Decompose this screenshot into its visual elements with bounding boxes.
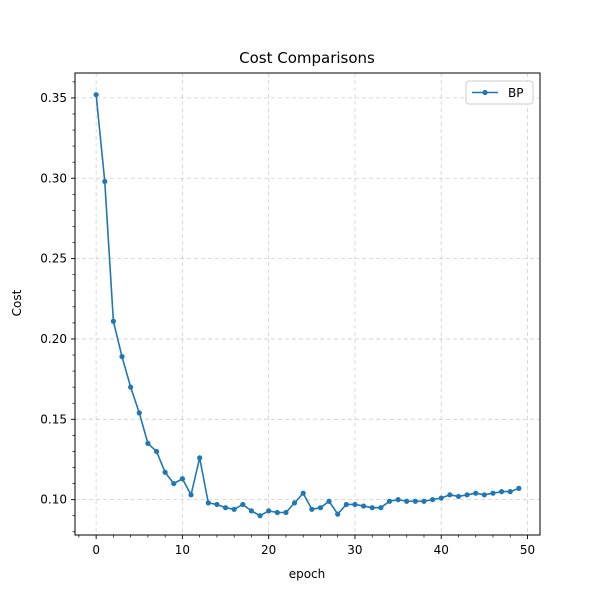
data-point (93, 92, 99, 98)
data-point (231, 506, 237, 512)
data-point (464, 492, 470, 498)
data-point (222, 505, 229, 511)
data-point (412, 498, 418, 504)
x-tick-label: 0 (92, 543, 100, 557)
data-point (429, 497, 436, 503)
legend-label: BP (508, 86, 523, 100)
data-point (171, 480, 177, 487)
data-point (352, 501, 358, 508)
data-point (386, 498, 393, 504)
chart-title: Cost Comparisons (239, 49, 375, 67)
data-point (404, 498, 410, 504)
x-tick-label: 10 (175, 543, 190, 557)
data-point (369, 505, 375, 511)
data-point (507, 489, 513, 495)
data-point (447, 492, 453, 498)
data-point (205, 500, 211, 506)
data-point (102, 178, 108, 185)
data-point (240, 501, 246, 508)
data-point (309, 506, 315, 512)
legend-marker (482, 89, 488, 96)
legend: BP (465, 80, 534, 105)
data-point (128, 384, 134, 390)
y-tick-label: 0.30 (40, 171, 67, 185)
x-tick-label: 30 (347, 543, 362, 557)
data-point (110, 318, 116, 324)
data-point (378, 505, 384, 511)
data-point (214, 501, 220, 508)
data-point (300, 490, 306, 496)
data-point (455, 493, 462, 500)
x-tick-label: 40 (434, 543, 449, 557)
data-point (257, 513, 263, 519)
data-point (395, 497, 401, 503)
grid (75, 73, 540, 535)
data-point (188, 492, 194, 498)
data-point (499, 489, 505, 495)
data-point (162, 469, 168, 475)
data-point (119, 354, 125, 360)
data-point (516, 485, 522, 491)
data-point (274, 509, 280, 516)
legend-box (465, 80, 534, 105)
x-tick-label: 20 (261, 543, 276, 557)
x-axis-label: epoch (289, 567, 326, 581)
data-point (317, 505, 324, 511)
plot-frame (74, 72, 541, 536)
data-point (283, 509, 289, 516)
data-point (266, 508, 272, 514)
data-point (360, 503, 367, 509)
data-point (153, 448, 160, 455)
data-point (481, 492, 487, 498)
data-point (197, 455, 203, 461)
y-axis-label: Cost (10, 289, 24, 316)
data-point (438, 495, 444, 501)
data-point (248, 508, 255, 514)
data-point (326, 498, 332, 504)
y-tick-label: 0.25 (40, 252, 67, 266)
y-tick-label: 0.15 (40, 412, 67, 426)
x-tick-label: 50 (520, 543, 535, 557)
data-point (421, 498, 427, 504)
data-point (291, 500, 298, 506)
data-point (145, 440, 151, 447)
data-point (490, 490, 496, 496)
data-point (343, 501, 349, 508)
data-point (179, 476, 186, 482)
axes: 0 10 20 30 40 50 0.10 0.15 0.20 0.25 0.30 0.35 (40, 72, 541, 557)
data-point (335, 511, 341, 517)
data-point (473, 490, 479, 496)
y-tick-label: 0.10 (40, 493, 67, 507)
y-tick-label: 0.20 (40, 332, 67, 346)
data-point (136, 410, 142, 416)
series-layer (93, 92, 522, 519)
y-tick-label: 0.35 (40, 91, 67, 105)
